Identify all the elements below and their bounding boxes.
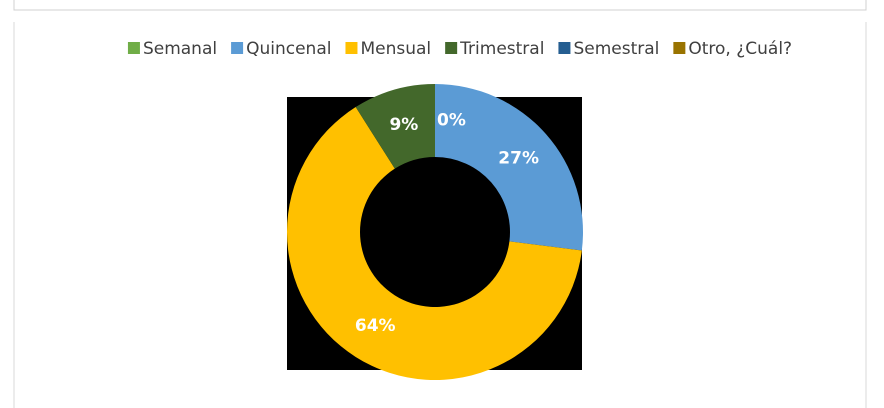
legend-swatch xyxy=(127,42,140,54)
slice xyxy=(355,84,435,169)
legend: Semanal Quincenal Mensual Trimestral Semestr… xyxy=(127,39,792,59)
legend-label: Quincenal xyxy=(246,39,331,59)
data-label: 27% xyxy=(498,148,539,168)
legend-swatch xyxy=(231,42,244,54)
legend-swatch xyxy=(445,42,458,54)
data-label: 64% xyxy=(355,316,396,336)
top-frame xyxy=(13,0,867,11)
data-label: 9% xyxy=(389,115,418,135)
legend-swatch xyxy=(558,42,571,54)
data-label: 0% xyxy=(437,111,466,131)
legend-label: Semanal xyxy=(143,39,217,59)
slices xyxy=(286,84,583,381)
slice xyxy=(286,107,582,381)
legend-label: Otro, ¿Cuál? xyxy=(688,39,792,59)
slice xyxy=(435,84,583,251)
labels: 0% 27% 64% 9% xyxy=(355,111,539,337)
legend-swatch xyxy=(345,42,358,54)
legend-label: Semestral xyxy=(573,39,659,59)
legend-label: Trimestral xyxy=(459,39,544,59)
legend-label: Mensual xyxy=(360,39,431,59)
legend-swatch xyxy=(673,42,686,54)
